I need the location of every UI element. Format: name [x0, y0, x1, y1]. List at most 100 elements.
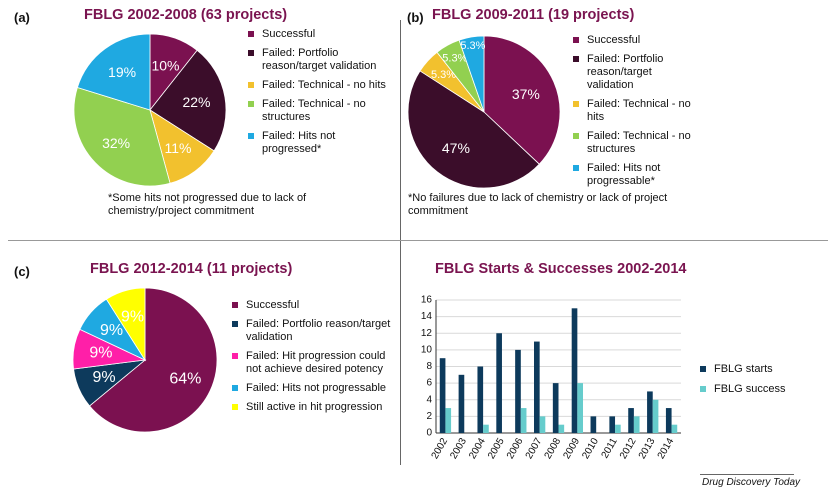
legend-label: Successful	[246, 299, 300, 311]
legend-swatch	[573, 56, 579, 62]
pie-slice-label: 11%	[164, 140, 191, 156]
pie-slice-label: 9%	[100, 322, 123, 339]
pie-slice-label: 22%	[182, 94, 210, 110]
pie-slice	[149, 49, 227, 152]
x-tick-label: 2012	[618, 436, 639, 461]
bar-starts	[477, 366, 484, 433]
y-tick-label: 12	[421, 328, 433, 339]
legend-b: Successful Failed: Portfolio reason/targ…	[573, 34, 693, 194]
panel-c-letter: (c)	[14, 264, 30, 279]
pie-slice-label: 5.3%	[431, 69, 456, 81]
y-tick-label: 8	[426, 361, 432, 372]
legend-item: Successful	[248, 28, 388, 41]
bar-starts	[590, 416, 597, 433]
legend-swatch	[232, 385, 238, 391]
pie-slice-label: 37%	[512, 86, 540, 102]
pie-slice	[483, 35, 561, 165]
bar-success	[577, 383, 583, 433]
bar-starts	[458, 374, 465, 433]
pie-slice-label: 5.3%	[460, 40, 485, 52]
legend-label: Successful	[262, 28, 316, 40]
legend-item: Failed: Hit progression could not achiev…	[232, 350, 397, 376]
x-tick-label: 2003	[448, 436, 469, 461]
legend-item: Failed: Technical - no structures	[248, 98, 388, 124]
bar-success	[615, 424, 621, 433]
panel-a-letter: (a)	[14, 10, 30, 25]
legend-label: Failed: Portfolio reason/target validati…	[246, 318, 391, 343]
legend-swatch	[248, 31, 254, 37]
legend-item: Failed: Portfolio reason/target validati…	[232, 318, 397, 344]
legend-swatch	[232, 321, 238, 327]
panel-d-title: FBLG Starts & Successes 2002-2014	[435, 261, 687, 277]
legend-swatch	[248, 50, 254, 56]
bar-starts	[515, 349, 521, 433]
legend-item: Failed: Hits not progressed*	[248, 130, 388, 156]
legend-swatch	[232, 302, 238, 308]
legend-swatch	[232, 404, 238, 410]
pie-slice	[76, 33, 151, 111]
pie-slice-label: 64%	[169, 371, 201, 388]
bar-success	[483, 424, 489, 433]
y-tick-label: 6	[426, 378, 432, 389]
source-label: Drug Discovery Today	[702, 477, 801, 488]
legend-label: Failed: Hit progression could not achiev…	[246, 350, 386, 375]
pie-slice-label: 9%	[89, 345, 112, 362]
bar-starts	[496, 333, 502, 433]
legend-label: Successful	[587, 34, 641, 46]
bar-legend-item: FBLG starts	[700, 363, 786, 375]
legend-label: Failed: Portfolio reason/target validati…	[262, 47, 377, 72]
panel-b-title: FBLG 2009-2011 (19 projects)	[432, 7, 635, 23]
bar-starts	[647, 391, 653, 433]
y-tick-label: 14	[421, 311, 433, 322]
pie-chart-a: 10% 22% 11% 32% 19%	[73, 33, 227, 187]
legend-label: Still active in hit progression	[246, 401, 383, 413]
legend-label: Failed: Technical - no hits	[587, 98, 691, 123]
legend-item: Failed: Technical - no hits	[573, 98, 693, 124]
y-tick-label: 10	[421, 344, 433, 355]
bar-starts	[571, 308, 578, 433]
bar-starts	[534, 341, 540, 433]
legend-label: Failed: Technical - no structures	[587, 130, 691, 155]
legend-item: Failed: Hits not progressable*	[573, 162, 693, 188]
legend-label: FBLG success	[714, 383, 786, 395]
legend-item: Failed: Portfolio reason/target validati…	[573, 53, 693, 92]
legend-label: Failed: Hits not progressable	[246, 382, 387, 394]
legend-c: Successful Failed: Portfolio reason/targ…	[232, 299, 397, 420]
pie-slice-label: 9%	[92, 369, 115, 386]
bar-legend: FBLG starts FBLG success	[700, 363, 786, 403]
legend-label: Failed: Technical - no hits	[262, 79, 386, 91]
horizontal-divider	[8, 240, 828, 241]
legend-label: FBLG starts	[714, 363, 773, 375]
x-tick-label: 2002	[430, 436, 451, 461]
pie-slice	[105, 287, 146, 362]
bar-chart-d: 0246810121416200220032004200520062007200…	[421, 295, 681, 461]
pie-slice	[73, 86, 171, 187]
pie-chart-b: 37%47%5.3%5.3%5.3%	[407, 35, 561, 189]
pie-slice	[88, 287, 218, 433]
x-tick-label: 2006	[505, 436, 526, 461]
legend-item: Failed: Technical - no hits	[248, 79, 388, 92]
x-tick-label: 2010	[580, 436, 601, 461]
x-tick-label: 2009	[561, 436, 582, 461]
panel-c-title: FBLG 2012-2014 (11 projects)	[90, 261, 293, 277]
legend-label: Failed: Hits not progressable*	[587, 162, 661, 187]
bar-success	[539, 416, 546, 433]
bar-starts	[439, 358, 446, 433]
x-tick-label: 2011	[600, 436, 620, 461]
legend-item: Successful	[232, 299, 397, 312]
x-tick-label: 2007	[524, 436, 545, 461]
pie-slice-label: 32%	[102, 135, 130, 151]
vertical-divider	[400, 20, 401, 465]
bar-success	[558, 424, 565, 433]
y-tick-label: 4	[426, 394, 432, 405]
pie-slice-label: 10%	[151, 57, 179, 73]
bar-legend-item: FBLG success	[700, 383, 786, 395]
legend-label: Failed: Hits not progressed*	[262, 130, 336, 155]
y-tick-label: 2	[426, 411, 432, 422]
legend-swatch	[248, 101, 254, 107]
legend-item: Successful	[573, 34, 693, 47]
legend-a: Successful Failed: Portfolio reason/targ…	[248, 28, 388, 162]
x-tick-label: 2008	[543, 436, 564, 461]
pie-chart-c: 64%9%9%9%9%	[72, 287, 218, 433]
y-tick-label: 16	[421, 295, 433, 306]
